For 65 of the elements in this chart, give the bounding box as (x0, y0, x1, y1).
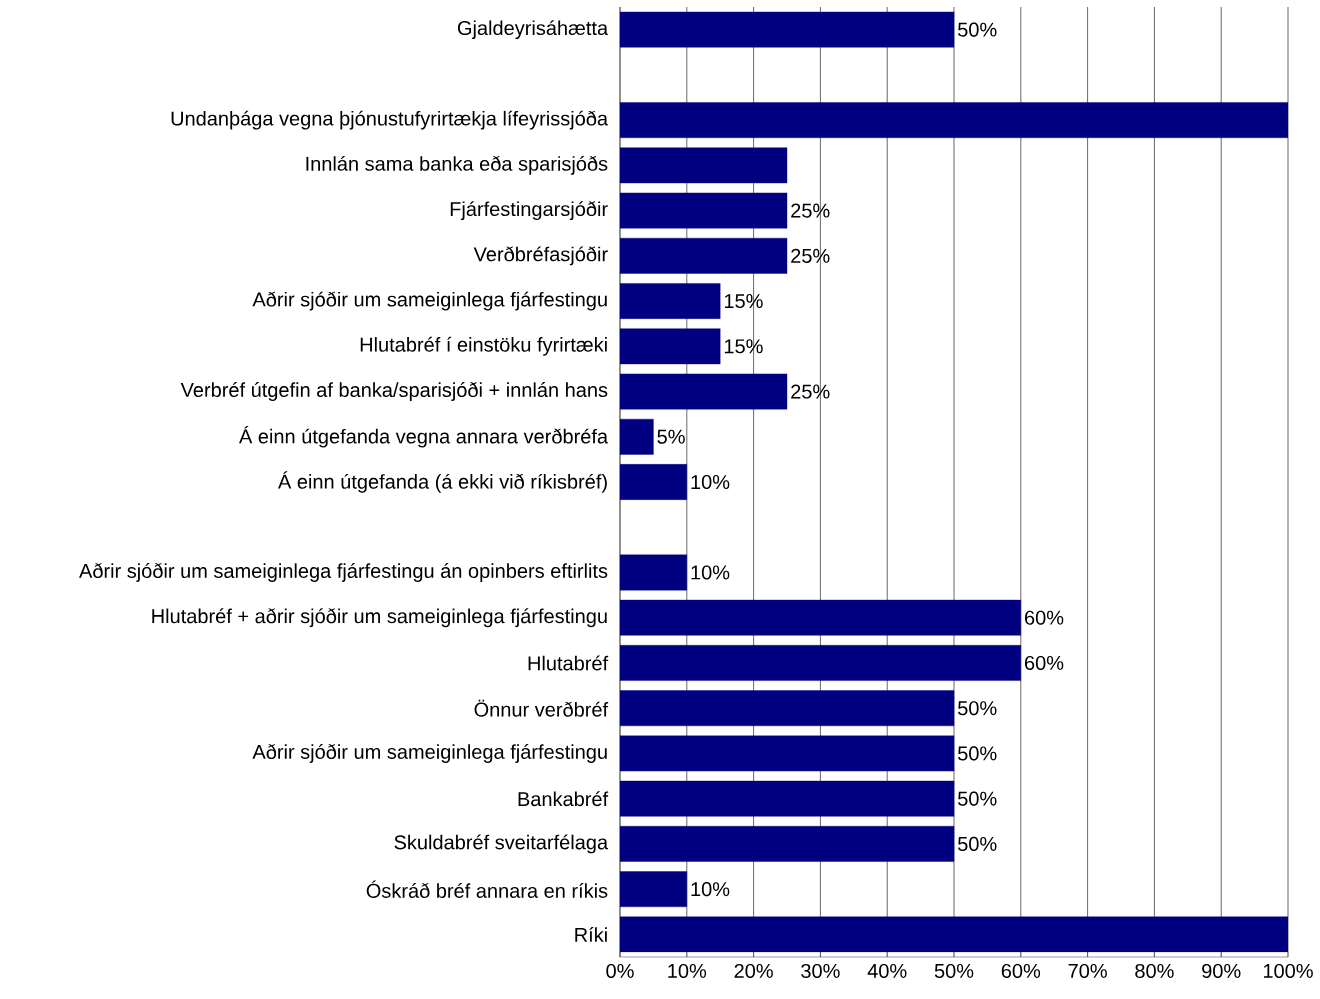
y-tick-label: Óskráð bréf annara en ríkis (366, 880, 608, 898)
bar (620, 554, 687, 591)
bar (620, 283, 721, 319)
data-label: 10% (691, 474, 730, 490)
x-tick-label: 40% (867, 963, 907, 979)
y-tick-label: Aðrir sjóðir um sameiginlega fjárfestingu án opinbers eftirlits (79, 563, 608, 582)
bar (620, 237, 788, 274)
y-tick-label: Á einn útgefanda vegna annara verðbréfa (238, 426, 609, 448)
bar (620, 373, 788, 410)
data-label: 60% (1025, 610, 1064, 625)
data-label: 25% (791, 248, 830, 263)
bar (620, 645, 1021, 681)
bar (620, 599, 1021, 636)
bar (620, 418, 654, 455)
bar (620, 690, 955, 727)
x-tick-label: 90% (1202, 963, 1241, 979)
y-tick-label: Verbréf útgefin af banka/sparisjóði + innlán hans (180, 382, 608, 401)
bar (620, 464, 687, 500)
data-label: 50% (958, 836, 997, 851)
y-tick-label: Önnur verðbréf (474, 699, 609, 717)
x-tick-label: 30% (801, 963, 840, 979)
y-tick-label: Hlutabréf í einstöku fyrirtæki (360, 336, 607, 356)
y-tick-label: Innlán sama banka eða sparisjóðs (306, 155, 608, 175)
x-tick-label: 70% (1068, 963, 1107, 979)
x-tick-label: 0% (606, 963, 634, 979)
y-tick-label: Á einn útgefanda (á ekki við ríkisbréf) (277, 471, 607, 493)
data-label: 25% (791, 384, 830, 399)
data-label: 10% (691, 882, 730, 897)
data-label: 50% (958, 701, 997, 716)
x-tick-label: 60% (1001, 963, 1041, 979)
y-tick-label: Undanþága vegna þjónustufyrirtækja lífeyrissjóða (171, 110, 609, 130)
x-tick-label: 50% (934, 963, 974, 979)
x-tick-label: 20% (734, 963, 773, 979)
y-tick-label: Hlutabréf (528, 655, 609, 671)
x-tick-label: 100% (1263, 963, 1313, 979)
y-tick-label: Fjárfestingarsjóðir (450, 201, 608, 221)
data-label: 15% (724, 294, 763, 309)
data-label: 50% (958, 746, 997, 761)
bar (620, 328, 721, 365)
data-label: 50% (958, 791, 997, 806)
data-label: 15% (724, 339, 763, 354)
y-tick-label: Gjaldeyrisáhætta (457, 20, 609, 40)
y-tick-label: Skuldabréf sveitarfélaga (394, 834, 609, 854)
bar (620, 826, 955, 862)
y-tick-label: Verðbréfasjóðir (473, 246, 608, 266)
bar (620, 871, 687, 907)
y-tick-label: Hlutabréf + aðrir sjóðir um sameiginlega fjárfestingu (152, 608, 607, 628)
data-label: 25% (791, 203, 830, 218)
bar (620, 192, 788, 229)
data-label: 5% (657, 429, 685, 444)
bar (620, 780, 955, 817)
x-tick-label: 80% (1135, 963, 1174, 979)
bar (620, 102, 1289, 138)
data-label: 10% (691, 565, 730, 580)
x-tick-label: 10% (668, 963, 707, 979)
y-tick-label: Aðrir sjóðir um sameiginlega fjárfestingu (252, 743, 607, 763)
y-tick-label: Ríki (575, 927, 607, 942)
bar (620, 735, 955, 772)
bar (620, 147, 788, 184)
bar (620, 916, 1289, 953)
bar (620, 11, 955, 48)
y-tick-label: Aðrir sjóðir um sameiginlega fjárfestingu (252, 291, 607, 311)
y-tick-label: Bankabréf (518, 791, 609, 807)
data-label: 60% (1025, 655, 1064, 671)
data-label: 50% (958, 22, 997, 37)
